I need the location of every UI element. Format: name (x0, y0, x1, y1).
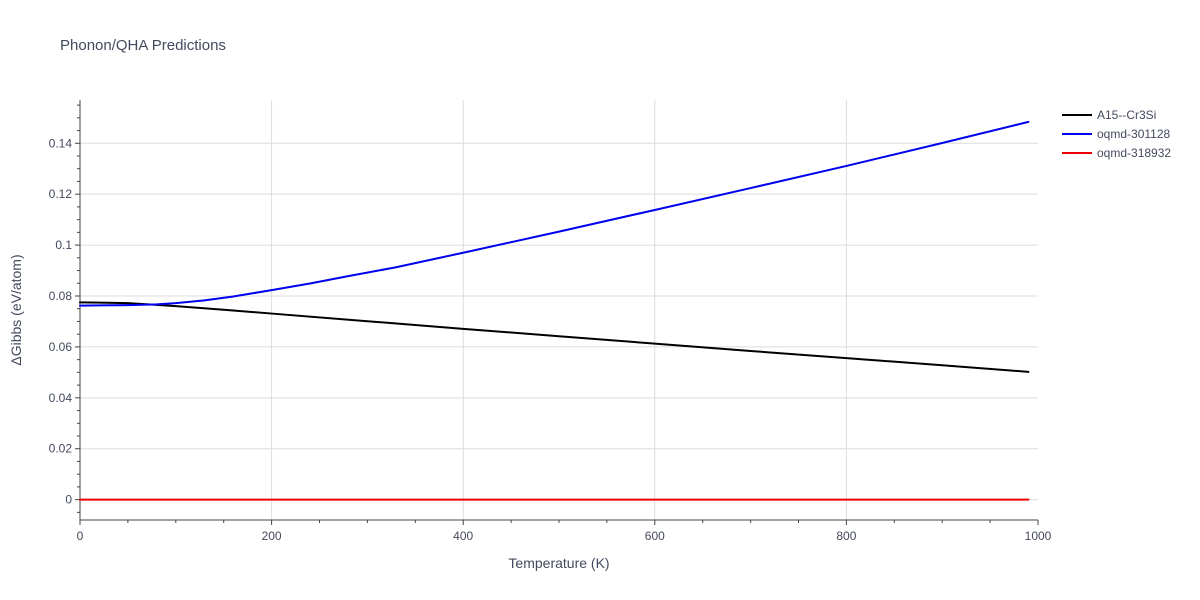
legend-item[interactable]: oqmd-318932 (1062, 146, 1171, 160)
y-axis-label: ΔGibbs (eV/atom) (8, 254, 24, 365)
x-axis-label: Temperature (K) (508, 555, 609, 571)
x-tick-label: 0 (77, 529, 84, 543)
series-line-a15-cr3si (79, 301, 1030, 373)
legend[interactable]: A15--Cr3Si oqmd-301128 oqmd-318932 (1062, 108, 1171, 160)
y-tick-label: 0.12 (49, 187, 73, 201)
x-tick-label: 400 (453, 529, 473, 543)
series-line-oqmd-301128 (79, 120, 1030, 307)
chart-title: Phonon/QHA Predictions (60, 37, 226, 54)
legend-item[interactable]: A15--Cr3Si (1062, 108, 1156, 122)
series-layer (79, 120, 1030, 501)
axes: 0 200 400 600 800 1000 0 0.02 0.04 0.06 0.08 0.1 0.1… (49, 100, 1052, 543)
legend-item[interactable]: oqmd-301128 (1062, 127, 1170, 141)
x-tick-label: 800 (836, 529, 856, 543)
y-tick-label: 0.02 (49, 442, 73, 456)
y-tick-label: 0.06 (49, 340, 73, 354)
y-tick-label: 0.04 (49, 391, 73, 405)
legend-label: oqmd-318932 (1097, 146, 1171, 160)
y-tick-label: 0.14 (49, 136, 73, 150)
x-tick-label: 200 (262, 529, 282, 543)
legend-label: oqmd-301128 (1097, 127, 1170, 141)
y-tick-label: 0.1 (55, 238, 72, 252)
legend-label: A15--Cr3Si (1097, 108, 1156, 122)
y-tick-label: 0 (65, 493, 72, 507)
x-tick-label: 600 (645, 529, 665, 543)
x-tick-label: 1000 (1025, 529, 1052, 543)
y-tick-label: 0.08 (49, 289, 73, 303)
